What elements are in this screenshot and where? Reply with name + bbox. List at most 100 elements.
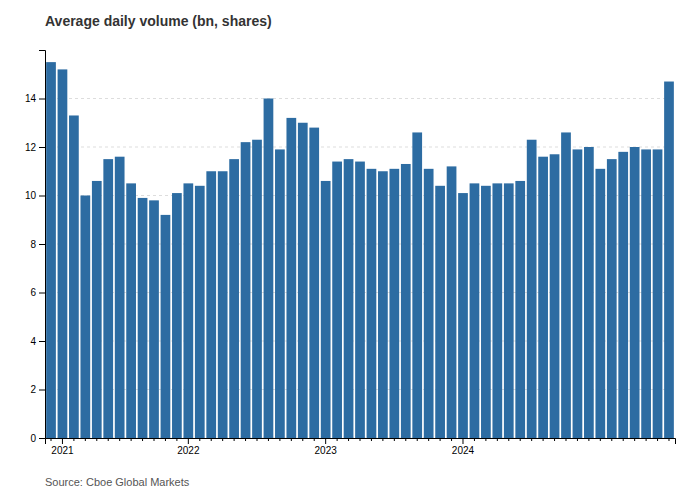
tick (360, 438, 361, 441)
tick (108, 438, 109, 441)
tick (623, 438, 624, 441)
bar (206, 171, 216, 438)
bar (492, 183, 502, 438)
tick-mark (325, 438, 326, 444)
bar (595, 169, 605, 438)
tick-mark (39, 244, 45, 245)
tick (302, 438, 303, 441)
tick-mark (657, 438, 658, 441)
tick-mark (257, 438, 258, 441)
tick-mark (279, 438, 280, 441)
bar (80, 196, 90, 439)
tick-mark (188, 438, 189, 444)
tick-mark (588, 438, 589, 441)
bar (332, 162, 342, 438)
tick: 2 (30, 384, 45, 395)
bar (630, 147, 640, 438)
tick (268, 438, 269, 441)
tick (634, 438, 635, 441)
tick (337, 438, 338, 441)
tick (73, 438, 74, 441)
bar (275, 149, 285, 438)
bar (229, 159, 239, 438)
tick-mark (497, 438, 498, 441)
tick (176, 438, 177, 441)
tick: 8 (30, 239, 45, 250)
bar (573, 149, 583, 438)
bar (195, 186, 205, 438)
bar (561, 132, 571, 438)
tick (531, 438, 532, 441)
bar (653, 149, 663, 438)
tick-mark (131, 438, 132, 441)
tick-label: 2024 (452, 445, 475, 456)
tick (405, 438, 406, 441)
bar (309, 128, 319, 438)
tick-mark (73, 438, 74, 441)
bar (538, 157, 548, 438)
bar (115, 157, 125, 438)
bar (126, 183, 136, 438)
tick-mark (302, 438, 303, 441)
tick (199, 438, 200, 441)
chart: 024681012142021202220232024Average daily… (0, 0, 700, 500)
tick: 2021 (51, 438, 74, 456)
bar (367, 169, 377, 438)
tick: 2024 (452, 438, 475, 456)
tick (497, 438, 498, 441)
tick (565, 438, 566, 441)
bar (172, 193, 182, 438)
tick: 12 (25, 142, 45, 153)
tick-mark (440, 438, 441, 441)
bar (378, 171, 388, 438)
tick-label: 2021 (51, 445, 74, 456)
bar (355, 162, 365, 438)
tick-mark (39, 341, 45, 342)
tick-mark (108, 438, 109, 441)
bar (321, 181, 331, 438)
tick (348, 438, 349, 441)
tick-mark (291, 438, 292, 441)
axis-line (46, 439, 676, 445)
tick-mark (176, 438, 177, 441)
tick (279, 438, 280, 441)
bar (424, 169, 434, 438)
tick-mark (234, 438, 235, 441)
tick-mark (565, 438, 566, 441)
bar (389, 169, 399, 438)
tick (474, 438, 475, 441)
bar (515, 181, 525, 438)
bar (641, 149, 651, 438)
tick-mark (623, 438, 624, 441)
tick (588, 438, 589, 441)
tick (51, 438, 52, 441)
tick-label: 8 (30, 239, 36, 250)
bar (470, 183, 480, 438)
tick-label: 0 (30, 433, 36, 444)
bar (161, 215, 171, 438)
tick-label: 6 (30, 287, 36, 298)
tick (119, 438, 120, 441)
tick-mark (371, 438, 372, 441)
bar (527, 140, 537, 438)
tick-mark (39, 438, 45, 439)
tick (577, 438, 578, 441)
tick-mark (394, 438, 395, 441)
tick-mark (348, 438, 349, 441)
tick (646, 438, 647, 441)
grid-line (45, 147, 675, 148)
tick-label: 12 (25, 142, 37, 153)
bar (344, 159, 354, 438)
bar (103, 159, 113, 438)
tick (508, 438, 509, 441)
bar (401, 164, 411, 438)
tick (85, 438, 86, 441)
bar (298, 123, 308, 438)
tick (520, 438, 521, 441)
bar (46, 62, 56, 438)
tick-label: 2 (30, 384, 36, 395)
tick-mark (245, 438, 246, 441)
grid-line (45, 98, 675, 99)
tick-mark (119, 438, 120, 441)
tick (371, 438, 372, 441)
